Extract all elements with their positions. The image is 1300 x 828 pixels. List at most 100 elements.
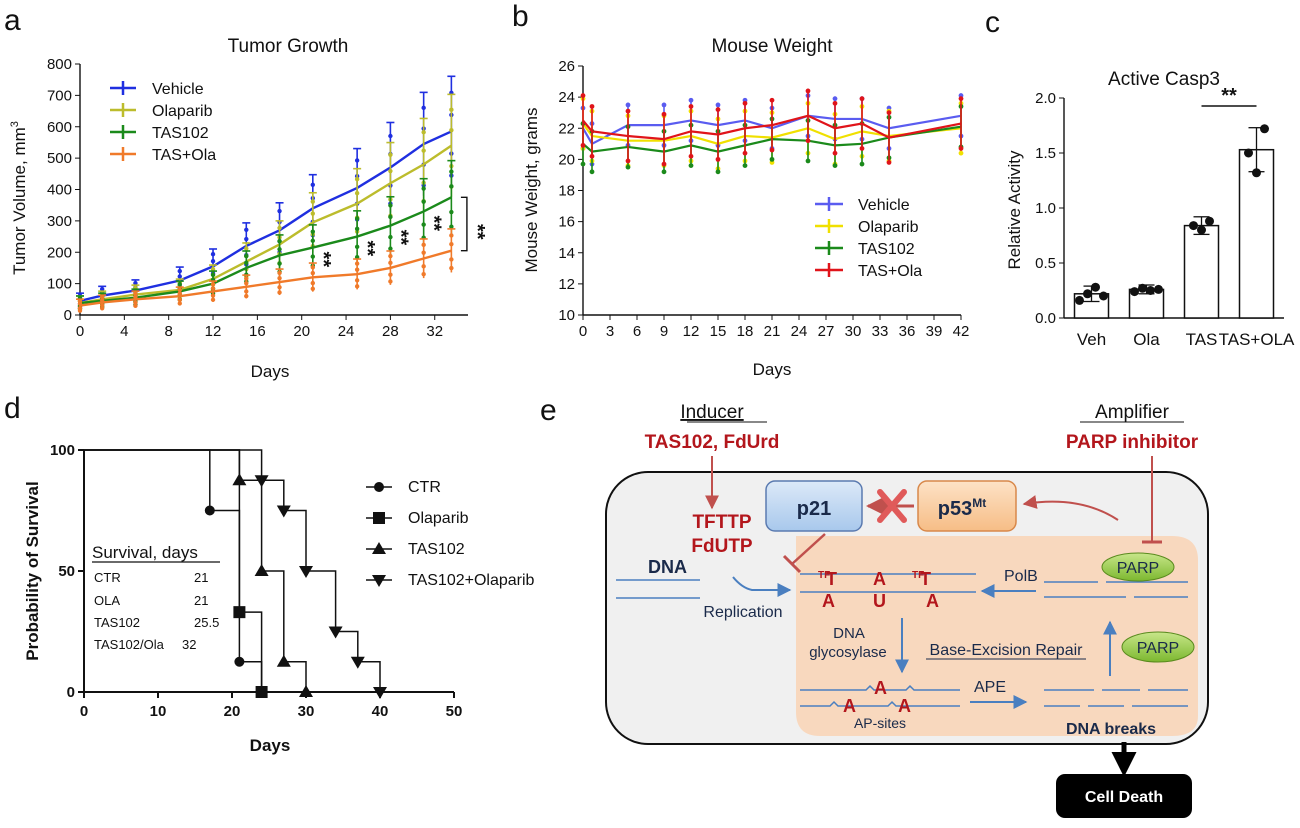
- data-point: [1260, 124, 1269, 134]
- data-point: [388, 152, 393, 157]
- cell-death-box: [1056, 774, 1192, 818]
- data-point: [688, 104, 694, 109]
- data-point: [277, 285, 282, 290]
- y-tick-label: 1.5: [1035, 145, 1056, 162]
- data-point: [177, 297, 182, 302]
- a-letter: A: [822, 591, 835, 611]
- cell-death-label: Cell Death: [1085, 789, 1163, 806]
- data-point: [310, 182, 315, 187]
- data-point: [625, 108, 631, 114]
- panel-label-e: e: [540, 394, 557, 427]
- square-marker: [255, 686, 268, 698]
- legend-label: Olaparib: [858, 219, 919, 236]
- square-marker: [373, 512, 385, 524]
- x-tick-label: 8: [165, 323, 173, 340]
- data-point: [421, 242, 426, 248]
- triangle-down-marker: [328, 626, 343, 639]
- data-point: [958, 96, 964, 102]
- data-point: [449, 184, 454, 189]
- data-point: [388, 272, 393, 277]
- data-point: [742, 100, 748, 106]
- x-tick-label: 12: [205, 323, 222, 340]
- casp3-bar-chart: Active Casp3 Relative Activity 0.0 0.5 1.0…: [1005, 69, 1295, 349]
- data-point: [1083, 289, 1092, 299]
- circle-marker: [234, 656, 245, 667]
- series-line-3: [582, 114, 962, 141]
- y-tick-label: 14: [558, 245, 575, 262]
- data-point: [310, 254, 315, 259]
- significance-stars: **: [1221, 85, 1237, 107]
- inducer-title: Inducer: [680, 402, 744, 423]
- x-tick-label: 24: [338, 323, 355, 340]
- data-point: [421, 222, 426, 227]
- amplifier-drug: PARP inhibitor: [1066, 432, 1199, 453]
- chart-b-xlabel: Days: [753, 360, 792, 379]
- data-point: [244, 260, 249, 266]
- chart-c-title: Active Casp3: [1108, 69, 1220, 90]
- data-point: [421, 250, 426, 255]
- data-point: [277, 275, 282, 281]
- data-point: [354, 261, 360, 266]
- y-tick-label: 22: [558, 120, 575, 137]
- triangle-up-marker: [372, 542, 386, 554]
- data-point: [832, 150, 838, 156]
- y-tick-label: 400: [47, 182, 72, 199]
- triangle-down-marker: [372, 575, 386, 587]
- survival-table-title: Survival, days: [92, 543, 198, 562]
- y-tick-label: 12: [558, 276, 575, 293]
- data-point: [449, 233, 454, 238]
- p21-box: [765, 480, 863, 532]
- data-point: [244, 246, 249, 251]
- data-point: [589, 153, 595, 159]
- x-tick-label: Ola: [1133, 330, 1160, 349]
- x-tick-label: 16: [249, 323, 266, 340]
- ap-sites-label: AP-sites: [854, 715, 906, 731]
- data-point: [688, 163, 694, 169]
- a-letter: A: [926, 591, 939, 611]
- data-point: [661, 161, 667, 167]
- y-tick-label: 800: [47, 56, 72, 73]
- data-point: [310, 270, 315, 276]
- x-tick-label: 30: [298, 703, 315, 720]
- tf-sup: TF: [818, 570, 830, 581]
- survival-row-name: TAS102: [94, 615, 140, 630]
- data-point: [310, 229, 315, 234]
- x-tick-label: 39: [926, 323, 943, 340]
- data-point: [421, 186, 426, 191]
- survival-curve-3: [84, 449, 381, 692]
- legend-label: Vehicle: [152, 81, 204, 98]
- x-tick-label: 42: [953, 323, 970, 340]
- significance-stars: **: [312, 252, 334, 268]
- data-point: [244, 289, 249, 294]
- mouse-weight-chart: Mouse Weight Days Mouse Weight, grams 10…: [522, 36, 969, 379]
- survival-row-days: 21: [194, 593, 208, 608]
- x-tick-label: 0: [579, 323, 587, 340]
- data-point: [99, 295, 105, 300]
- significance-bracket: [460, 196, 468, 252]
- glycosylase-label-2: glycosylase: [809, 644, 887, 661]
- data-point: [449, 107, 454, 112]
- data-point: [589, 169, 595, 175]
- survival-row-days: 25.5: [194, 615, 219, 630]
- x-tick-label: 20: [293, 323, 310, 340]
- fdutp-label: FdUTP: [691, 536, 753, 557]
- legend-label: Vehicle: [858, 197, 910, 214]
- data-point: [421, 148, 426, 153]
- tfttp-label: TFTTP: [692, 512, 751, 533]
- survival-row-name: TAS102/Ola: [94, 637, 165, 652]
- tft-letter: T: [826, 569, 837, 589]
- survival-row-name: CTR: [94, 570, 121, 585]
- x-tick-label: 15: [710, 323, 727, 340]
- data-point: [354, 158, 360, 163]
- data-point: [244, 281, 249, 286]
- glycosylase-label-1: DNA: [833, 625, 865, 642]
- series-line-2: [79, 196, 452, 305]
- p21-label: p21: [797, 498, 831, 520]
- legend-label: TAS102: [152, 125, 209, 142]
- triangle-down-marker: [350, 656, 365, 669]
- data-point: [354, 284, 360, 289]
- data-point: [625, 164, 631, 170]
- data-point: [388, 246, 393, 251]
- legend-label: TAS102: [858, 241, 915, 258]
- data-point: [625, 158, 631, 164]
